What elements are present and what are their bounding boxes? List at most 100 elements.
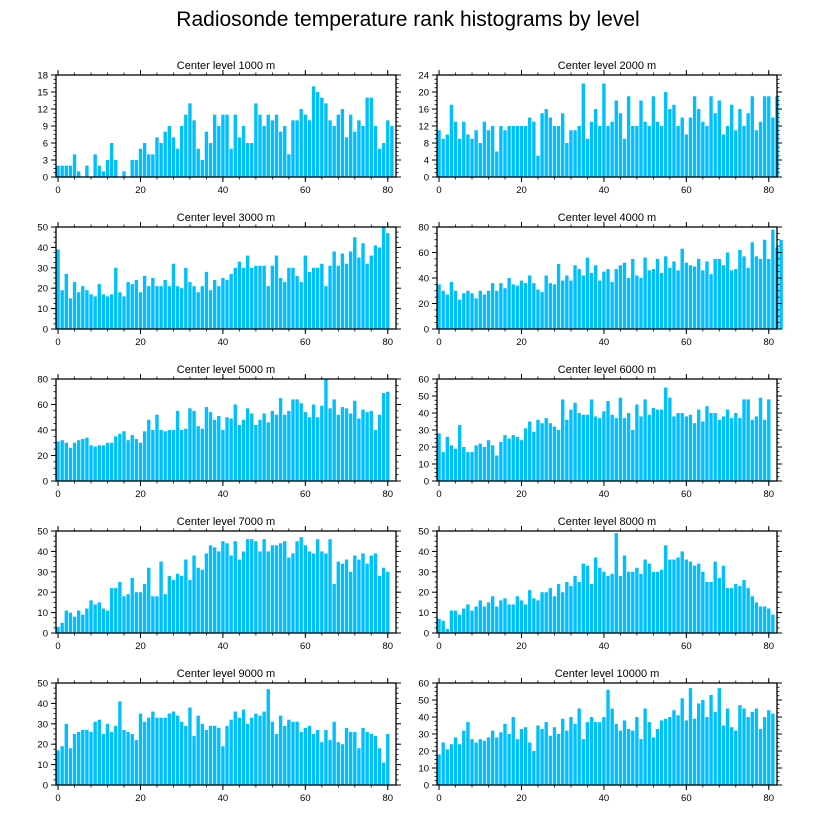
histogram-bar — [241, 419, 246, 481]
histogram-bar — [72, 154, 77, 177]
histogram-bar — [151, 430, 155, 481]
x-tick-label: 20 — [135, 489, 146, 500]
histogram-bar — [701, 121, 705, 177]
y-tick-label: 40 — [418, 547, 429, 558]
x-tick-label: 40 — [218, 489, 229, 500]
histogram-bar — [233, 541, 237, 633]
histogram-bar — [482, 294, 487, 329]
histogram-bar — [221, 746, 225, 785]
histogram-bar — [771, 614, 775, 633]
histogram-bar — [377, 148, 382, 177]
histogram-bar — [552, 284, 557, 330]
histogram-bar — [515, 126, 520, 177]
histogram-bar — [381, 143, 386, 177]
histogram-bar — [340, 563, 345, 633]
histogram-bar — [544, 592, 548, 633]
histogram-bar — [474, 742, 478, 785]
histogram-bar — [365, 412, 369, 481]
x-tick-label: 20 — [516, 489, 527, 500]
histogram-bar — [515, 285, 520, 329]
histogram-bar — [585, 722, 590, 785]
histogram-bar — [147, 717, 151, 785]
histogram-bar — [536, 289, 540, 329]
histogram-bar — [109, 731, 114, 785]
histogram-bar — [503, 723, 507, 785]
histogram-bar — [651, 571, 656, 633]
histogram-bar — [180, 575, 184, 633]
y-tick-label: 40 — [418, 274, 429, 285]
histogram-bar — [114, 588, 118, 633]
histogram-bar — [519, 280, 524, 329]
histogram-bar — [204, 729, 209, 785]
histogram-bar — [589, 399, 594, 481]
histogram-bar — [457, 744, 462, 785]
histogram-bar — [85, 729, 89, 785]
histogram-bar — [556, 126, 561, 177]
histogram-bar — [184, 428, 188, 481]
histogram-bar — [729, 270, 734, 329]
histogram-bar — [754, 256, 759, 329]
x-tick-label: 40 — [599, 641, 610, 652]
histogram-bar — [767, 399, 771, 481]
histogram-bar — [585, 414, 590, 481]
histogram-bar — [155, 596, 159, 633]
histogram-bar — [573, 130, 577, 177]
histogram-bar — [697, 409, 701, 481]
histogram-bar — [507, 734, 511, 785]
histogram-bar — [680, 117, 684, 177]
histogram-bar — [462, 730, 466, 785]
histogram-bar — [295, 275, 299, 329]
histogram-bar — [365, 563, 369, 633]
histogram-bar — [561, 592, 565, 633]
histogram-bar — [105, 442, 110, 481]
histogram-bar — [303, 412, 308, 481]
histogram-bar — [589, 272, 594, 329]
histogram-bar — [705, 582, 709, 633]
histogram-bar — [581, 739, 585, 785]
histogram-bar — [105, 610, 110, 633]
histogram-bar — [155, 137, 159, 177]
histogram-bar — [353, 237, 357, 329]
histogram-bar — [664, 256, 668, 329]
histogram-bar — [569, 586, 573, 633]
histogram-bar — [466, 722, 470, 785]
histogram-bar — [635, 717, 639, 785]
histogram-bar — [655, 121, 660, 177]
histogram-bar — [262, 539, 266, 633]
histogram-bar — [56, 750, 60, 785]
histogram-bar — [208, 143, 213, 177]
histogram-bar — [729, 727, 734, 785]
histogram-bar — [245, 723, 250, 785]
histogram-bar — [171, 430, 176, 481]
histogram-bar — [89, 445, 93, 481]
histogram-bar — [482, 121, 487, 177]
histogram-bar — [283, 541, 287, 633]
panel-title: Center level 2000 m — [558, 60, 656, 72]
histogram-bar — [237, 261, 242, 329]
histogram-bar — [175, 286, 180, 329]
histogram-bar — [208, 725, 213, 785]
histogram-bar — [237, 559, 242, 633]
histogram-bar — [377, 748, 382, 785]
histogram-bar — [171, 263, 176, 329]
histogram-bar — [729, 588, 734, 633]
histogram-bar — [598, 418, 602, 481]
histogram-bar — [270, 120, 275, 177]
histogram-bar — [287, 267, 291, 329]
histogram-bar — [622, 138, 627, 177]
histogram-bar — [709, 694, 713, 785]
histogram-bar — [635, 275, 639, 329]
histogram-bar — [556, 430, 561, 481]
histogram-bar — [328, 740, 332, 785]
histogram-bar — [598, 280, 602, 329]
histogram-bar — [56, 249, 60, 329]
histogram-bar — [495, 455, 499, 481]
histogram-bar — [490, 596, 495, 633]
histogram-bar — [307, 725, 312, 785]
histogram-bar — [544, 418, 548, 481]
histogram-bar — [64, 723, 68, 785]
histogram-bar — [386, 391, 390, 481]
histogram-bar — [478, 143, 482, 177]
histogram-bar — [357, 748, 361, 785]
histogram-bar — [233, 114, 237, 177]
